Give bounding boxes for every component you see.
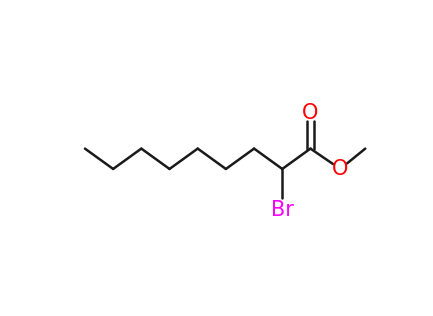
Text: O: O <box>302 103 319 123</box>
Text: O: O <box>332 159 349 179</box>
Text: Br: Br <box>271 200 294 220</box>
